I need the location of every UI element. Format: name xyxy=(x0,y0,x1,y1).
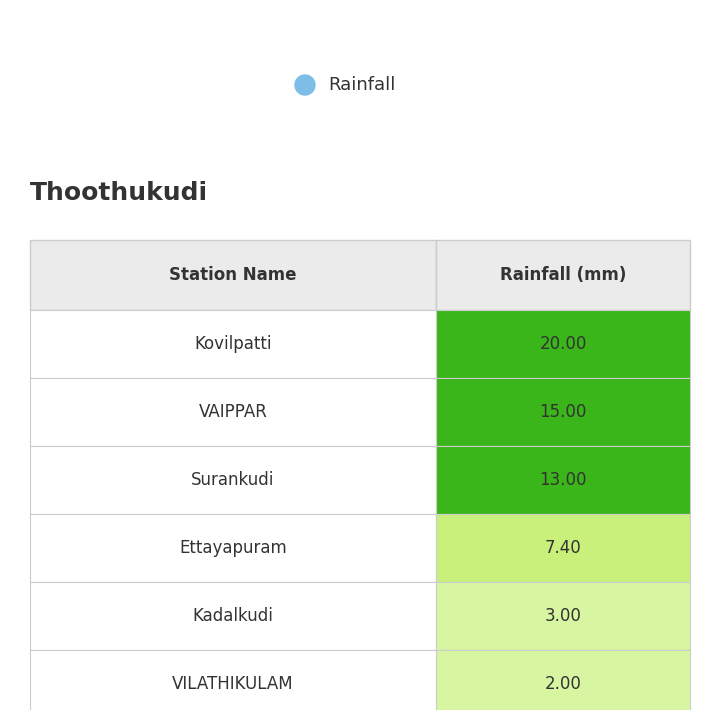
Text: VILATHIKULAM: VILATHIKULAM xyxy=(172,675,294,693)
Bar xyxy=(30,310,436,378)
Text: VAIPPAR: VAIPPAR xyxy=(199,403,267,421)
Bar xyxy=(30,582,436,650)
Bar xyxy=(436,446,690,514)
Bar xyxy=(436,310,690,378)
Bar xyxy=(30,240,436,310)
Text: Surankudi: Surankudi xyxy=(191,471,275,489)
Text: Kadalkudi: Kadalkudi xyxy=(192,607,273,625)
Bar xyxy=(436,514,690,582)
Bar xyxy=(30,650,436,710)
Text: Kovilpatti: Kovilpatti xyxy=(194,335,272,353)
Bar xyxy=(30,446,436,514)
Text: Ettayapuram: Ettayapuram xyxy=(179,539,287,557)
Text: 20.00: 20.00 xyxy=(539,335,586,353)
Bar xyxy=(436,650,690,710)
Text: 13.00: 13.00 xyxy=(539,471,587,489)
Text: 7.40: 7.40 xyxy=(545,539,581,557)
Bar xyxy=(30,378,436,446)
Text: Rainfall: Rainfall xyxy=(328,76,395,94)
Text: 15.00: 15.00 xyxy=(539,403,586,421)
Bar xyxy=(436,378,690,446)
Text: Rainfall (mm): Rainfall (mm) xyxy=(500,266,626,284)
Text: 2.00: 2.00 xyxy=(545,675,581,693)
Text: 3.00: 3.00 xyxy=(545,607,581,625)
Bar xyxy=(436,582,690,650)
Circle shape xyxy=(295,75,315,95)
Text: Thoothukudi: Thoothukudi xyxy=(30,181,208,205)
Bar xyxy=(436,240,690,310)
Text: Station Name: Station Name xyxy=(169,266,297,284)
Bar xyxy=(30,514,436,582)
